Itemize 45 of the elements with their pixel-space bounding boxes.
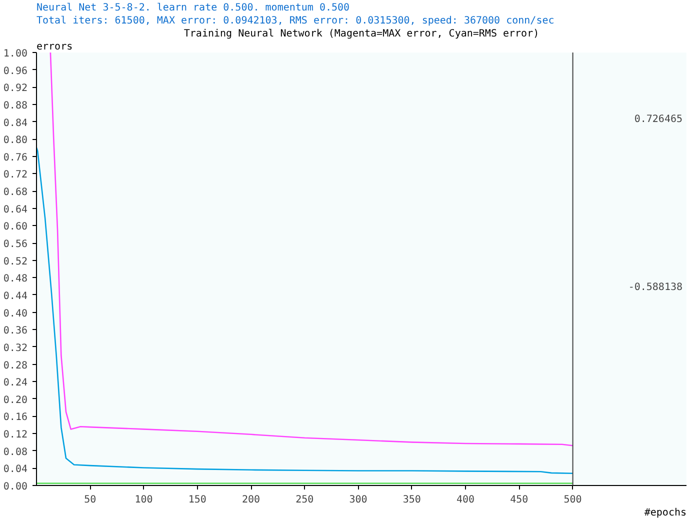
y-tick-label: 0.16	[3, 412, 28, 424]
y-tick-label: 0.68	[3, 187, 28, 198]
x-tick-label: 50	[84, 494, 96, 506]
y-tick-label: 0.72	[3, 170, 28, 181]
x-tick-label: 150	[188, 494, 206, 506]
y-tick-label: 1.00	[3, 48, 28, 60]
y-tick-label: 0.96	[3, 66, 28, 77]
y-tick-label: 0.92	[3, 83, 28, 94]
y-tick-label: 0.40	[3, 308, 28, 320]
y-tick-label: 0.20	[3, 394, 28, 406]
y-tick-label: 0.24	[3, 378, 28, 389]
annotation: -0.588138	[628, 282, 683, 293]
y-tick-label: 0.00	[3, 482, 28, 492]
y-tick-label: 0.76	[3, 152, 28, 164]
text: Training Neural Network (Magenta=MAX error, Cyan=RMS error)	[184, 28, 540, 40]
x-tick-label: 250	[296, 494, 314, 506]
line-series	[36, 147, 574, 474]
y-tick-label: 0.44	[3, 290, 28, 302]
y-axis-title: errors	[36, 42, 73, 52]
y-tick-label: 0.80	[3, 135, 28, 146]
line-series	[50, 52, 574, 446]
y-tick-label: 0.28	[3, 360, 28, 372]
x-tick-label: 200	[242, 494, 260, 506]
x-axis-title: #epochs	[644, 508, 687, 518]
y-tick-label: 0.04	[3, 464, 28, 476]
y-tick-label: 0.32	[3, 342, 28, 354]
y-tick-label: 0.36	[3, 326, 28, 337]
y-tick-label: 0.52	[3, 256, 28, 268]
x-tick-label: 100	[134, 494, 153, 506]
annotation: 0.726465	[634, 114, 683, 125]
x-tick-label: 500	[564, 494, 582, 506]
y-tick-label: 0.84	[3, 118, 28, 129]
x-tick-label: 350	[402, 494, 421, 506]
y-tick-label: 0.60	[3, 222, 28, 233]
y-tick-label: 0.08	[3, 446, 28, 458]
y-tick-label: 0.48	[3, 274, 28, 285]
x-tick-label: 300	[349, 494, 368, 506]
y-tick-label: 0.64	[3, 204, 28, 216]
chart-title: Neural Net 3-5-8-2. learn rate 0.500. momentum 0.500	[36, 2, 350, 14]
y-tick-label: 0.12	[3, 430, 28, 441]
x-tick-label: 450	[510, 494, 528, 506]
chart-subtitle: Total iters: 61500, MAX error: 0.0942103, RMS error: 0.0315300, speed: 367000 conn/sec	[36, 16, 554, 26]
x-tick-label: 400	[456, 494, 475, 506]
y-tick-label: 0.88	[3, 100, 28, 112]
y-tick-label: 0.56	[3, 239, 28, 250]
